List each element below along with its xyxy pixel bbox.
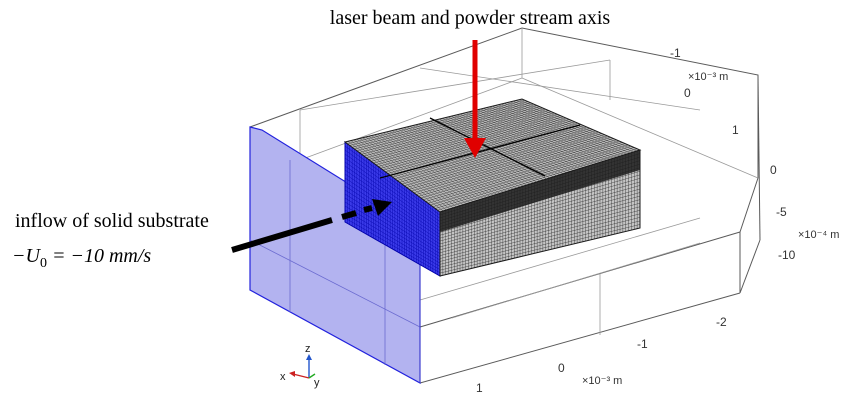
- mesh-line: [344, 177, 441, 241]
- mesh-line: [409, 133, 602, 190]
- mesh-line: [432, 146, 632, 207]
- mesh-line: [397, 126, 587, 181]
- mesh-line: [363, 109, 546, 157]
- laser-arrow: [464, 40, 486, 158]
- mesh-line: [404, 130, 596, 186]
- mesh-line: [344, 201, 441, 261]
- mesh-line: [439, 206, 641, 259]
- mesh-line: [439, 185, 641, 242]
- mesh-line: [439, 199, 641, 253]
- mesh-line: [416, 137, 611, 195]
- inflow-velocity-formula: −U0 = −10 mm/s: [12, 245, 151, 271]
- mesh-line: [344, 213, 441, 270]
- mesh-line: [387, 121, 576, 174]
- mesh-line: [439, 181, 641, 239]
- mesh-line: [439, 203, 641, 256]
- mesh-line: [344, 153, 441, 222]
- mesh-line: [423, 140, 620, 200]
- triad-z-label: z: [305, 343, 311, 355]
- mesh-line: [356, 105, 537, 151]
- z-tick-label: 0: [770, 163, 777, 177]
- mesh-line: [344, 209, 441, 267]
- mesh-line: [344, 197, 441, 257]
- x-tick-label: -1: [637, 337, 648, 351]
- mesh-line: [354, 103, 534, 150]
- mesh-line: [344, 193, 441, 254]
- mesh-line: [399, 128, 590, 183]
- mesh-line: [439, 192, 641, 248]
- mesh-line: [344, 157, 441, 225]
- mesh-line: [344, 189, 441, 251]
- mesh-line: [439, 217, 641, 268]
- mesh-line: [401, 129, 593, 185]
- mesh-line: [428, 143, 626, 204]
- y-tick-label: 1: [732, 123, 739, 137]
- mesh-line: [406, 131, 599, 188]
- mesh-line: [349, 101, 528, 146]
- mesh-line: [344, 173, 441, 238]
- y-tick-label: 0: [684, 86, 691, 100]
- x-tick-label: -2: [716, 315, 727, 329]
- mesh-line: [347, 100, 525, 144]
- mesh-line: [439, 213, 641, 265]
- mesh-line: [344, 165, 441, 232]
- mesh-line: [344, 169, 441, 235]
- z-unit-label: ×10⁻⁴ m: [798, 229, 839, 241]
- mesh-line: [359, 106, 540, 153]
- x-tick-label: 1: [476, 381, 483, 394]
- mesh-region: [343, 98, 642, 277]
- z-tick-label: -5: [776, 205, 787, 219]
- mesh-line: [439, 178, 641, 236]
- mesh-line: [439, 220, 641, 271]
- mesh-line: [344, 205, 441, 264]
- mesh-line: [425, 142, 623, 202]
- mesh-line: [439, 188, 641, 245]
- inflow-arrow: [231, 199, 392, 253]
- mesh-line: [368, 111, 552, 160]
- x-tick-label: 0: [558, 361, 565, 375]
- x-unit-label: ×10⁻³ m: [582, 375, 622, 387]
- y-unit-label: ×10⁻³ m: [688, 71, 728, 83]
- mesh-line: [371, 112, 555, 162]
- mesh-line: [344, 181, 441, 245]
- mesh-line: [437, 148, 638, 211]
- mesh-line: [435, 147, 635, 209]
- mesh-line: [411, 134, 605, 192]
- mesh-line: [439, 224, 641, 274]
- triad-x-label: x: [280, 371, 286, 383]
- mesh-line: [430, 144, 629, 206]
- laser-label: laser beam and powder stream axis: [330, 7, 611, 29]
- mesh-line: [344, 161, 441, 229]
- mesh-line: [418, 138, 614, 197]
- mesh-line: [439, 210, 641, 262]
- mesh-line: [394, 125, 584, 179]
- mesh-line: [439, 195, 641, 250]
- inflow-label: inflow of solid substrate: [15, 210, 209, 232]
- y-tick-label: -1: [670, 46, 681, 60]
- mesh-line: [352, 102, 531, 148]
- axis-triad: z x y: [280, 343, 320, 389]
- mesh-line: [344, 145, 441, 216]
- axis-labels: -1 ×10⁻³ m 0 1 0 -5 ×10⁻⁴ m -10 1 0 ×10⁻…: [476, 46, 839, 394]
- mesh-line: [344, 149, 441, 219]
- mesh-line: [439, 174, 641, 233]
- mesh-line: [413, 135, 608, 193]
- mesh-line: [344, 217, 441, 273]
- mesh-line: [420, 139, 617, 199]
- mesh-line: [344, 185, 441, 248]
- mesh-line: [366, 110, 549, 158]
- z-tick-label: -10: [778, 248, 796, 262]
- mesh-line: [361, 107, 543, 155]
- inflow-boundary-face: [249, 126, 421, 385]
- triad-y-label: y: [314, 377, 320, 389]
